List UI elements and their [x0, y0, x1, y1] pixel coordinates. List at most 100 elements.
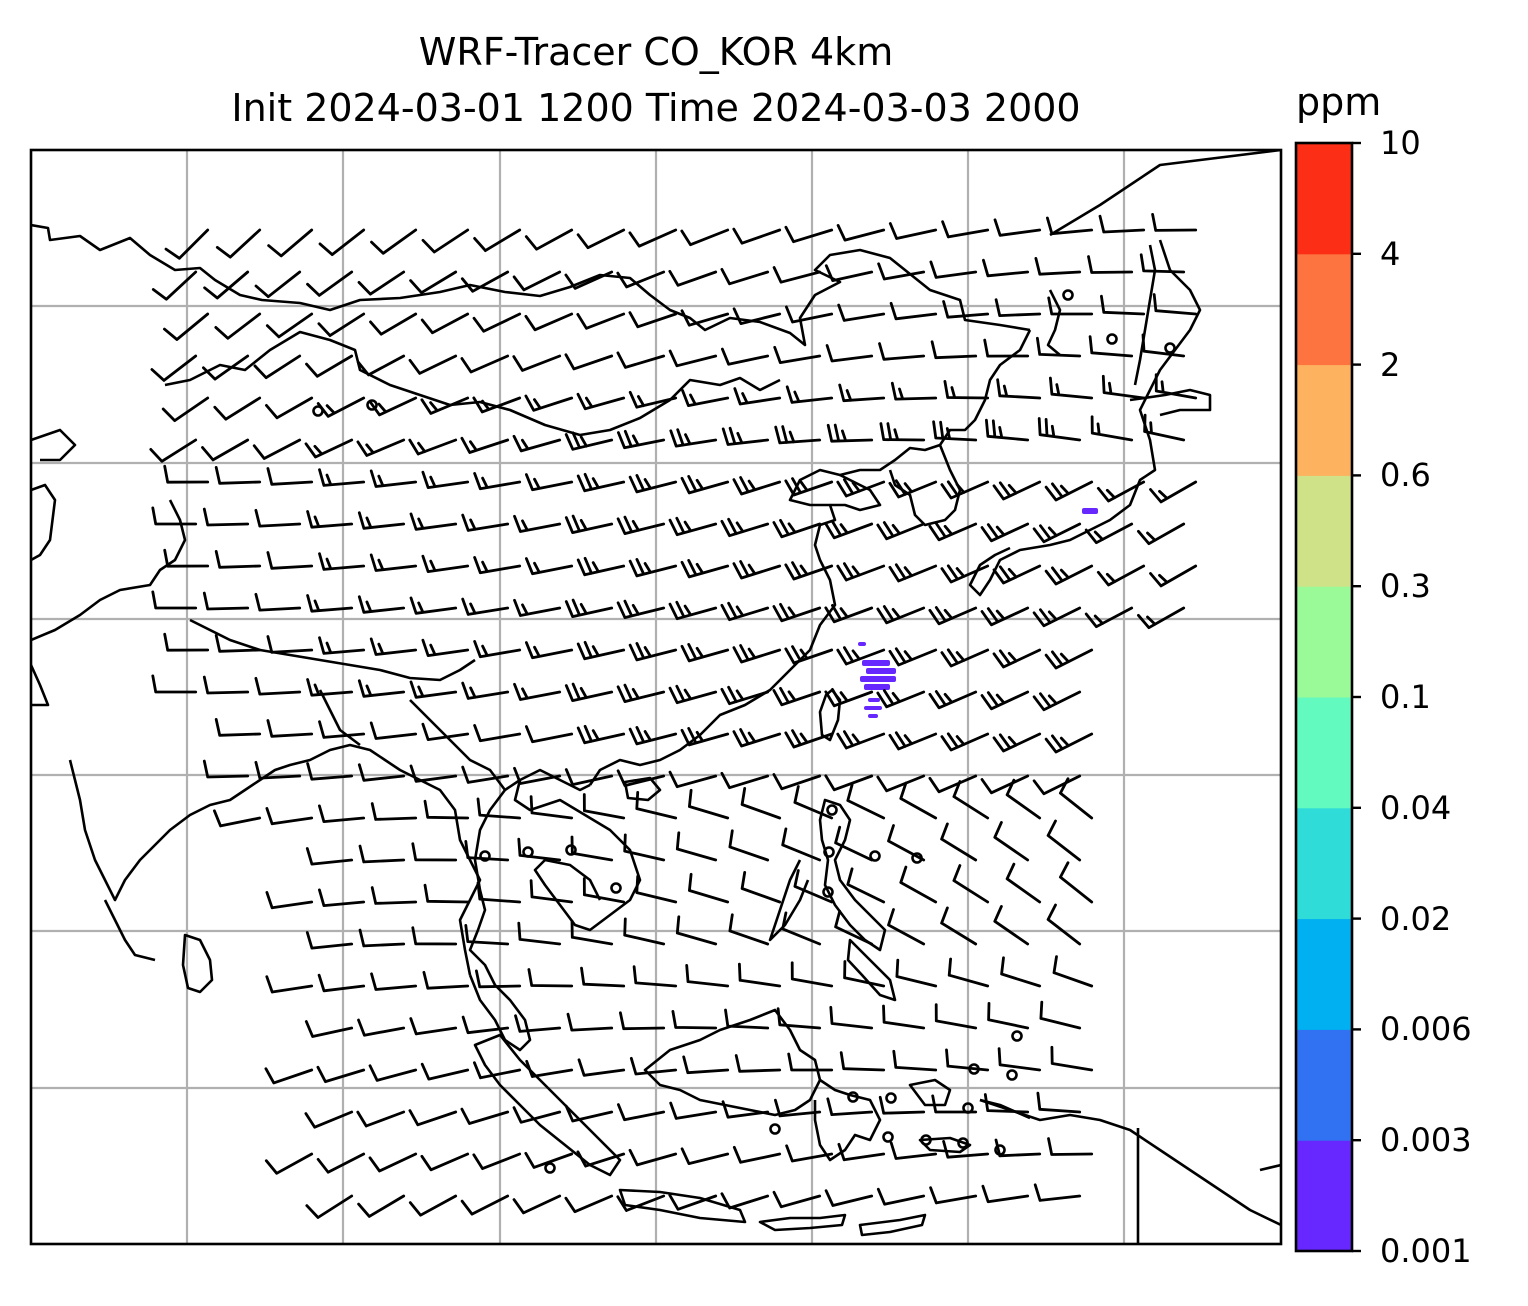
wind-barb — [306, 762, 354, 781]
wind-barb — [668, 770, 718, 789]
wind-barb — [628, 228, 678, 248]
wind-barb — [879, 422, 926, 442]
wind-barb — [577, 1058, 626, 1077]
wind-barb — [564, 270, 614, 290]
wind-barb — [720, 517, 770, 538]
wind-barb — [1046, 216, 1094, 236]
wind-barb — [738, 962, 782, 988]
wind-barb — [632, 965, 678, 988]
wind-barb — [899, 781, 938, 820]
wind-barb — [887, 824, 926, 862]
wind-barb — [1101, 374, 1146, 400]
wind-barb — [409, 596, 458, 615]
wind-barb — [668, 684, 718, 705]
wind-barb — [772, 602, 822, 623]
wind-barb — [824, 520, 874, 540]
wind-barb — [582, 793, 626, 820]
wind-barb — [942, 300, 990, 319]
wind-barb — [876, 1187, 926, 1206]
wind-barb — [305, 931, 354, 950]
wind-barb — [890, 381, 938, 401]
wind-barb — [878, 1095, 926, 1115]
wind-barb — [623, 917, 666, 946]
wind-barb — [836, 730, 886, 750]
wind-barb — [460, 270, 510, 293]
wind-barb — [357, 1194, 406, 1218]
wind-barb — [151, 270, 198, 301]
wind-barb — [824, 264, 874, 282]
wind-barb — [929, 1186, 978, 1205]
wind-barb — [304, 1110, 354, 1129]
wind-barb — [928, 606, 978, 626]
wind-barb — [1096, 480, 1146, 503]
wind-barb — [421, 638, 470, 657]
wind-barb — [202, 759, 250, 779]
wind-barb — [772, 773, 822, 791]
colorbar-segment — [1296, 364, 1352, 476]
wind-barb — [1096, 564, 1146, 587]
wind-barb — [306, 510, 354, 529]
wind-barb — [846, 867, 886, 904]
wind-barb — [369, 637, 418, 656]
wind-barb — [357, 511, 406, 530]
wind-barb — [1046, 903, 1082, 946]
wind-barb — [264, 1152, 314, 1175]
wind-barb — [824, 1189, 874, 1207]
wind-barb — [838, 383, 886, 403]
wind-barb — [680, 559, 730, 579]
wind-barb — [163, 464, 210, 484]
wind-barb — [472, 312, 522, 333]
coastlines — [31, 150, 1281, 1244]
colorbar-segment — [1296, 253, 1352, 366]
wind-barb — [214, 718, 262, 737]
wind-barb — [266, 467, 314, 486]
wind-barb — [732, 560, 782, 580]
wind-barb — [358, 928, 406, 948]
wind-barb — [306, 270, 354, 297]
wind-barb — [304, 1020, 354, 1038]
wind-barb — [421, 470, 470, 489]
wind-barb — [929, 260, 978, 279]
wind-barb — [460, 1194, 510, 1216]
wind-barb — [1032, 690, 1082, 712]
wind-barb — [161, 396, 210, 422]
wind-barb — [1047, 1137, 1094, 1156]
wind-barb — [940, 732, 990, 752]
wind-barb — [163, 312, 210, 341]
wind-barb — [945, 1048, 990, 1072]
wind-barb — [1149, 480, 1198, 504]
wind-barb — [784, 225, 834, 244]
wind-barb — [781, 827, 822, 862]
wind-barb — [213, 396, 262, 421]
wind-barb — [525, 641, 574, 660]
wind-barb — [524, 1151, 574, 1169]
wind-barb — [357, 1018, 406, 1037]
colorbar-segment — [1296, 918, 1352, 1030]
wind-barb — [368, 1152, 418, 1173]
wind-barb — [772, 266, 822, 284]
wind-barb — [202, 675, 250, 695]
wind-barb — [1036, 336, 1082, 358]
wind-barb — [472, 396, 522, 414]
wind-barb — [564, 598, 614, 618]
wind-barb — [993, 821, 1030, 862]
colorbar-tick-label: 0.02 — [1380, 899, 1452, 938]
wind-barb — [826, 423, 874, 443]
colorbar-segment — [1296, 807, 1352, 920]
wind-barb — [787, 1052, 834, 1072]
wind-barb — [318, 552, 366, 571]
wind-barb — [1137, 606, 1186, 630]
wind-barb — [203, 270, 250, 300]
wind-barb — [1059, 861, 1094, 904]
wind-barb — [358, 844, 406, 864]
wind-barb — [576, 392, 626, 411]
wind-barb — [306, 594, 354, 613]
map-title-line-1: WRF-Tracer CO_KOR 4km — [418, 30, 894, 74]
wind-barb — [1059, 777, 1094, 820]
map-title-line-2: Init 2024-03-01 1200 Time 2024-03-03 200… — [231, 86, 1081, 130]
wind-barb — [616, 270, 666, 289]
wind-barb — [983, 338, 1030, 358]
wind-barb — [1036, 1091, 1082, 1114]
wind-barb — [980, 774, 1030, 795]
wind-barb — [421, 722, 470, 741]
